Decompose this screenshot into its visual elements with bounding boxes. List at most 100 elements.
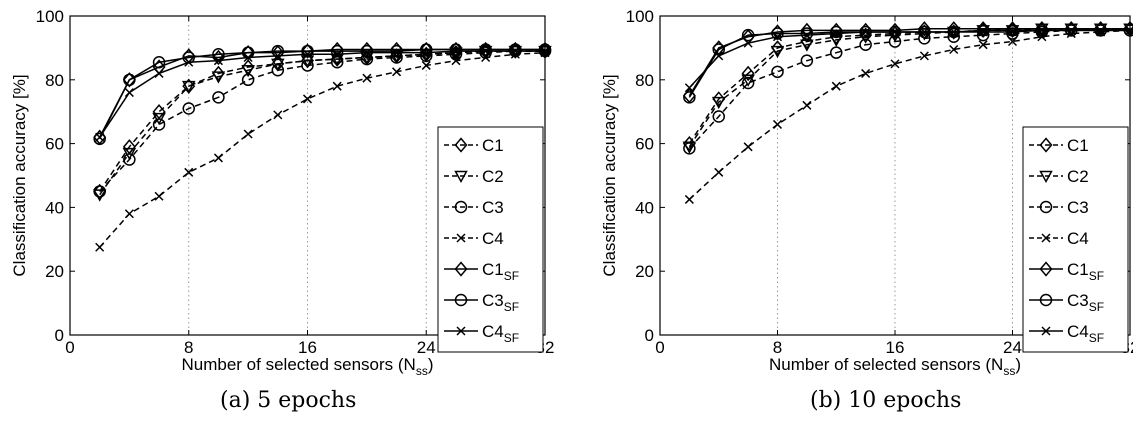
x-tick-label: 0	[65, 338, 74, 357]
series-c3-sf	[93, 43, 552, 146]
legend-label: C2	[1067, 167, 1089, 186]
legend-marker	[454, 261, 468, 277]
data-point	[802, 30, 812, 40]
y-tick-label: 20	[635, 262, 654, 281]
data-point	[771, 65, 784, 79]
series-c4-sf	[684, 25, 1133, 93]
data-point	[93, 183, 107, 200]
data-point	[683, 142, 696, 155]
legend-label: C4SF	[1067, 322, 1104, 345]
data-point	[830, 46, 843, 59]
series-line	[688, 29, 1130, 89]
data-point	[831, 81, 841, 91]
data-point	[421, 60, 431, 70]
series-line	[99, 48, 545, 140]
data-point	[213, 56, 223, 66]
data-point	[919, 27, 929, 37]
data-point	[449, 43, 463, 56]
x-axis-label: Number of selected sensors (Nss)	[769, 355, 1021, 378]
data-point	[684, 194, 694, 204]
data-point	[93, 185, 106, 198]
series-line	[99, 50, 545, 196]
y-tick-label: 20	[45, 262, 64, 281]
data-point	[241, 59, 255, 75]
series-line	[688, 29, 1131, 200]
legend-label: C1SF	[1067, 260, 1104, 283]
data-point	[830, 25, 843, 39]
data-point	[273, 110, 283, 120]
data-point	[211, 71, 226, 84]
data-point	[772, 32, 783, 42]
legend-marker	[454, 293, 468, 307]
legend-marker	[456, 233, 466, 243]
data-point	[152, 104, 166, 120]
series-line	[99, 51, 546, 248]
x-tick-label: 24	[417, 338, 436, 357]
series-line	[688, 28, 1130, 145]
series-line	[99, 50, 545, 138]
x-tick-label: 8	[184, 338, 193, 357]
data-point	[917, 21, 931, 37]
data-point	[419, 41, 433, 58]
data-point	[390, 44, 403, 58]
data-point	[302, 49, 313, 59]
data-point	[273, 51, 283, 61]
data-point	[714, 51, 724, 61]
data-point	[1066, 25, 1076, 35]
data-point	[1007, 36, 1018, 47]
legend-marker	[454, 170, 468, 184]
y-tick-label: 80	[45, 71, 64, 90]
data-point	[743, 142, 753, 152]
data-point	[392, 67, 402, 77]
legend-box	[437, 126, 544, 353]
caption-b: (b) 10 epochs	[810, 388, 962, 413]
y-tick-label: 80	[635, 71, 654, 90]
data-point	[211, 65, 225, 82]
data-point	[479, 43, 492, 56]
x-axis-label: Number of selected sensors (Nss)	[182, 355, 434, 378]
data-point	[152, 56, 166, 69]
legend-marker	[1039, 137, 1053, 153]
data-point	[540, 46, 550, 56]
legend-label: C4	[482, 229, 504, 248]
y-tick-label: 100	[626, 7, 654, 26]
legend-label: C3SF	[1067, 291, 1104, 314]
data-point	[711, 96, 726, 110]
data-point	[243, 52, 253, 63]
y-axis-label: Classification accuracy [%]	[10, 74, 29, 276]
data-point	[124, 88, 134, 98]
data-point	[93, 132, 106, 146]
data-point	[743, 38, 753, 48]
data-point	[509, 43, 522, 56]
y-tick-label: 0	[645, 326, 654, 345]
data-point	[976, 24, 990, 37]
data-point	[890, 27, 900, 37]
data-point	[978, 40, 988, 50]
data-point	[772, 119, 783, 129]
data-point	[771, 40, 784, 56]
data-point	[947, 21, 961, 37]
legend-box	[1022, 126, 1129, 353]
data-point	[184, 167, 194, 177]
legend-label: C4SF	[482, 322, 519, 345]
legend-label: C1	[482, 136, 504, 155]
data-point	[829, 34, 844, 47]
x-tick-label: 16	[886, 338, 905, 357]
data-point	[212, 91, 225, 104]
data-point	[95, 242, 105, 252]
data-point	[451, 46, 461, 56]
data-point	[243, 129, 253, 139]
x-tick-label: 24	[1003, 338, 1022, 357]
x-tick-label: 0	[655, 338, 664, 357]
data-point	[451, 56, 461, 66]
legend-label: C2	[482, 167, 504, 186]
data-point	[1006, 24, 1019, 37]
data-point	[682, 135, 696, 152]
data-point	[800, 27, 814, 40]
data-point	[712, 110, 725, 123]
data-point	[861, 27, 871, 37]
legend-label: C1SF	[482, 260, 519, 283]
y-tick-label: 40	[45, 198, 64, 217]
